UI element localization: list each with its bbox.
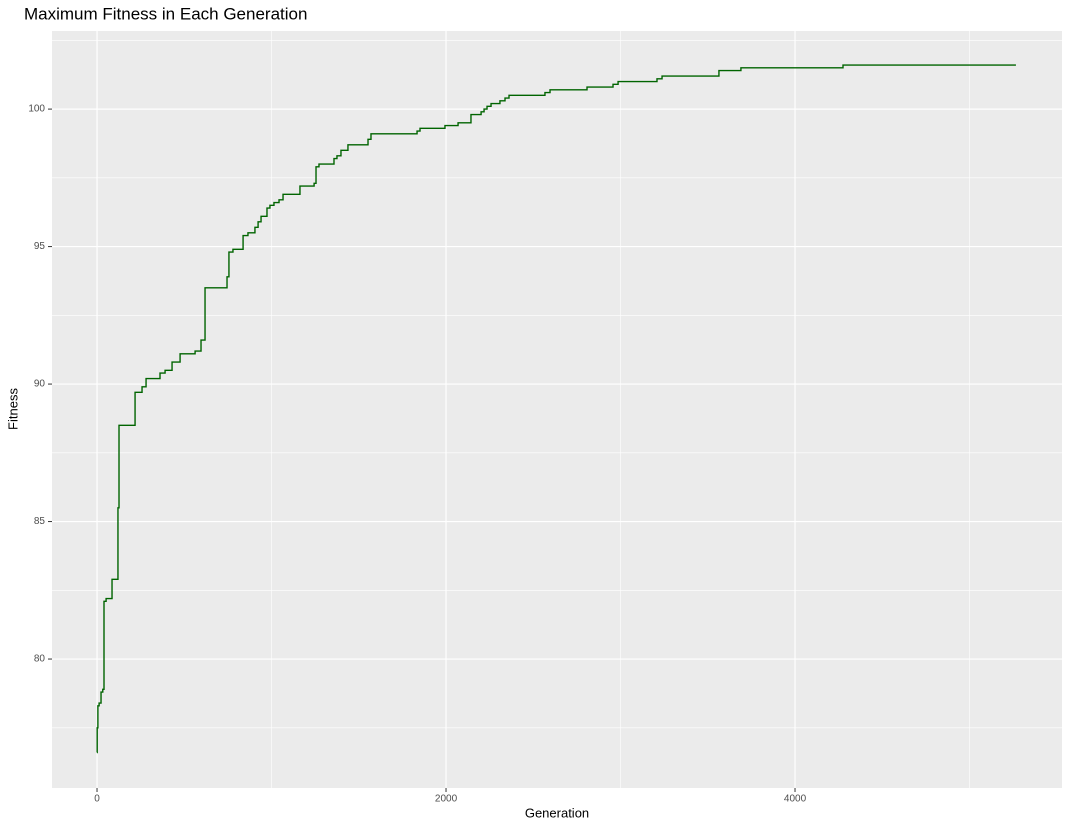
x-tick-label: 2000 [435,794,458,805]
chart-title: Maximum Fitness in Each Generation [24,4,307,23]
y-tick-label: 80 [34,654,46,665]
y-tick-label: 95 [34,241,46,252]
y-tick-label: 90 [34,379,46,390]
x-tick-label: 4000 [784,794,807,805]
panel-background [52,31,1062,788]
x-axis-label: Generation [525,805,589,820]
x-tick-label: 0 [94,794,100,805]
y-tick-label: 100 [28,104,45,115]
line [96,64,1016,754]
y-axis-label: Fitness [5,388,20,430]
y-tick-label: 85 [34,516,46,527]
